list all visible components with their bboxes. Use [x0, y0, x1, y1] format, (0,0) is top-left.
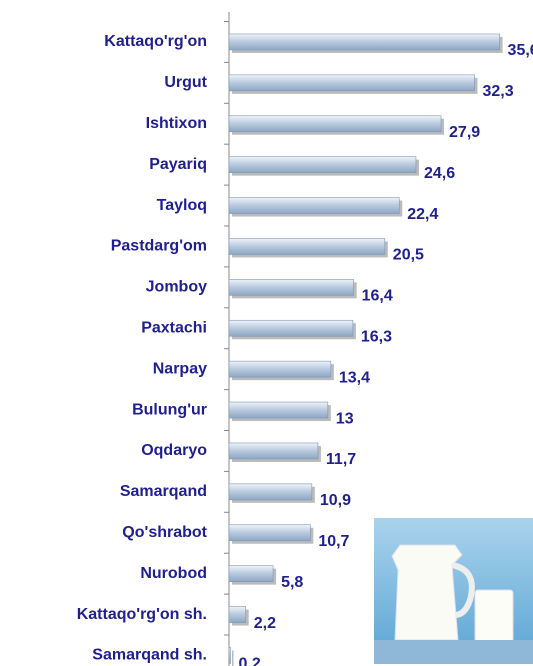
y-tick-label: Oqdaryo — [141, 442, 207, 459]
y-tick-label: Pastdarg'om — [111, 238, 207, 255]
y-tick-label: Kattaqo'rg'on sh. — [77, 606, 207, 623]
bar — [228, 647, 231, 664]
value-label: 27,9 — [449, 124, 480, 141]
value-label: 2,2 — [254, 615, 276, 632]
y-tick-label: Ishtixon — [146, 115, 207, 132]
value-label: 11,7 — [326, 451, 356, 468]
value-label: 13 — [336, 410, 354, 427]
value-label: 24,6 — [424, 165, 455, 182]
bar — [228, 319, 354, 337]
value-label: 0,2 — [239, 656, 261, 666]
bar — [228, 524, 311, 542]
y-tick-label: Narpay — [153, 360, 207, 377]
value-label: 10,9 — [320, 492, 351, 509]
bar — [228, 360, 332, 378]
value-label: 22,4 — [407, 206, 438, 223]
value-label: 16,3 — [361, 328, 392, 345]
value-label: 35,6 — [508, 42, 533, 59]
bar — [228, 156, 417, 173]
bar — [228, 197, 400, 214]
value-label: 16,4 — [362, 288, 393, 305]
y-tick-label: Payariq — [149, 156, 207, 173]
value-label: 5,8 — [281, 574, 303, 591]
y-tick-label: Qo'shrabot — [122, 524, 207, 541]
bar — [228, 238, 386, 255]
bar-shadow — [232, 650, 234, 666]
bar — [228, 442, 319, 460]
y-tick-label: Samarqand — [120, 483, 207, 500]
y-tick-label: Paxtachi — [141, 319, 207, 336]
bar — [228, 279, 354, 296]
bar — [228, 483, 313, 501]
milk-picture — [374, 518, 533, 664]
y-tick-label: Samarqand sh. — [92, 647, 207, 664]
bar — [228, 606, 247, 623]
y-tick-label: Urgut — [164, 74, 207, 91]
bar — [228, 74, 475, 92]
y-tick-label: Nurobod — [140, 565, 207, 582]
value-label: 20,5 — [393, 247, 424, 264]
bar — [228, 33, 500, 51]
bar — [228, 115, 442, 133]
y-tick-label: Kattaqo'rg'on — [104, 33, 207, 50]
y-tick-label: Tayloq — [157, 197, 207, 214]
y-tick-label: Jomboy — [146, 279, 207, 296]
value-label: 13,4 — [339, 369, 370, 386]
bar — [228, 565, 274, 582]
y-tick-label: Bulung'ur — [132, 401, 207, 418]
value-label: 10,7 — [318, 533, 349, 550]
value-label: 32,3 — [482, 83, 513, 100]
bar — [228, 401, 329, 419]
